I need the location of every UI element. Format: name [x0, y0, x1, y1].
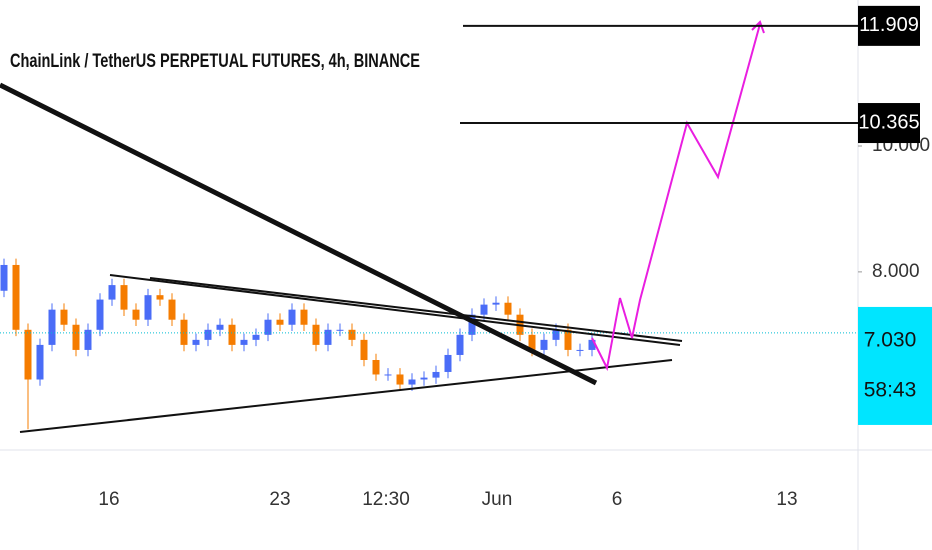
- candle-body: [336, 329, 344, 331]
- projection-path: [591, 23, 761, 372]
- x-tick-label: 13: [776, 489, 797, 510]
- candle-body: [12, 264, 20, 330]
- candle-body: [264, 319, 272, 335]
- candle-body: [156, 295, 164, 300]
- candle-body: [360, 339, 368, 360]
- candle-body: [564, 329, 572, 350]
- candle-body: [372, 360, 380, 375]
- candle-body: [228, 324, 236, 345]
- candle-body: [468, 314, 476, 335]
- candle-body: [528, 334, 536, 350]
- candle-body: [240, 339, 248, 345]
- downtrend-line: [0, 82, 598, 386]
- candle-body: [300, 309, 308, 325]
- candle-body: [396, 374, 404, 385]
- x-tick-label: 23: [269, 489, 290, 510]
- projection-arrowhead: [751, 20, 765, 34]
- candle-body: [384, 374, 392, 376]
- candle-body: [588, 339, 596, 350]
- candle-body: [192, 339, 200, 345]
- triangle-upper-line: [109, 274, 681, 346]
- candle-body: [132, 309, 140, 320]
- candle-body: [324, 329, 332, 345]
- candle-body: [36, 344, 44, 380]
- candle-body: [540, 339, 548, 350]
- triangle-lower-line: [19, 359, 673, 433]
- x-tick-label: 12:30: [362, 489, 410, 510]
- candle-body: [204, 329, 212, 340]
- candle-body: [432, 371, 440, 378]
- candle-body: [0, 264, 8, 291]
- y-tick-label: 8.000: [872, 261, 920, 282]
- price-level-box: [858, 5, 920, 46]
- x-tick-label: 6: [612, 489, 623, 510]
- candle-body: [252, 334, 260, 340]
- candle-body: [180, 319, 188, 345]
- candle-body: [84, 329, 92, 350]
- candle-body: [276, 319, 284, 325]
- candle-body: [312, 324, 320, 345]
- candle-body: [48, 309, 56, 345]
- candle-body: [480, 304, 488, 315]
- drawings: [0, 20, 765, 433]
- triangle-upper-line: [149, 277, 683, 342]
- candle-body: [96, 299, 104, 330]
- candle-body: [60, 309, 68, 325]
- candle-body: [444, 354, 452, 372]
- candle-body: [108, 285, 116, 300]
- candle-body: [576, 349, 584, 351]
- candle-body: [24, 329, 32, 380]
- last-price-label: 7.030: [864, 328, 917, 351]
- countdown-label: 58:43: [864, 378, 917, 401]
- price-level-label: 11.909: [859, 14, 919, 36]
- candle-body: [408, 379, 416, 385]
- candle-body: [120, 285, 128, 310]
- candle-body: [288, 309, 296, 325]
- candle-body: [72, 324, 80, 350]
- plot-area: [0, 258, 858, 430]
- candle-body: [168, 299, 176, 320]
- candle-body: [216, 324, 224, 330]
- candle-body: [420, 377, 428, 380]
- candle-body: [492, 302, 500, 305]
- x-tick-label: 16: [98, 489, 119, 510]
- price-level-box: [858, 103, 920, 144]
- chart-title: ChainLink / TetherUS PERPETUAL FUTURES, …: [10, 51, 420, 72]
- candle-body: [504, 302, 512, 315]
- x-tick-label: Jun: [482, 489, 513, 510]
- candle-body: [552, 329, 560, 340]
- last-price-box: [858, 306, 932, 425]
- candle-body: [348, 329, 356, 340]
- candle-body: [144, 295, 152, 320]
- price-level-label: 10.365: [858, 111, 919, 133]
- candle-body: [456, 334, 464, 355]
